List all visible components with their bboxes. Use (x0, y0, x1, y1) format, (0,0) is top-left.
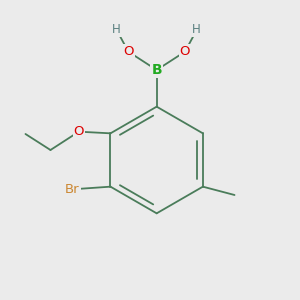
Text: Br: Br (65, 183, 80, 196)
Text: O: O (123, 45, 134, 58)
Text: H: H (192, 23, 201, 37)
Text: H: H (112, 23, 121, 37)
Text: O: O (180, 45, 190, 58)
Text: O: O (74, 125, 84, 138)
Text: B: B (152, 63, 162, 77)
